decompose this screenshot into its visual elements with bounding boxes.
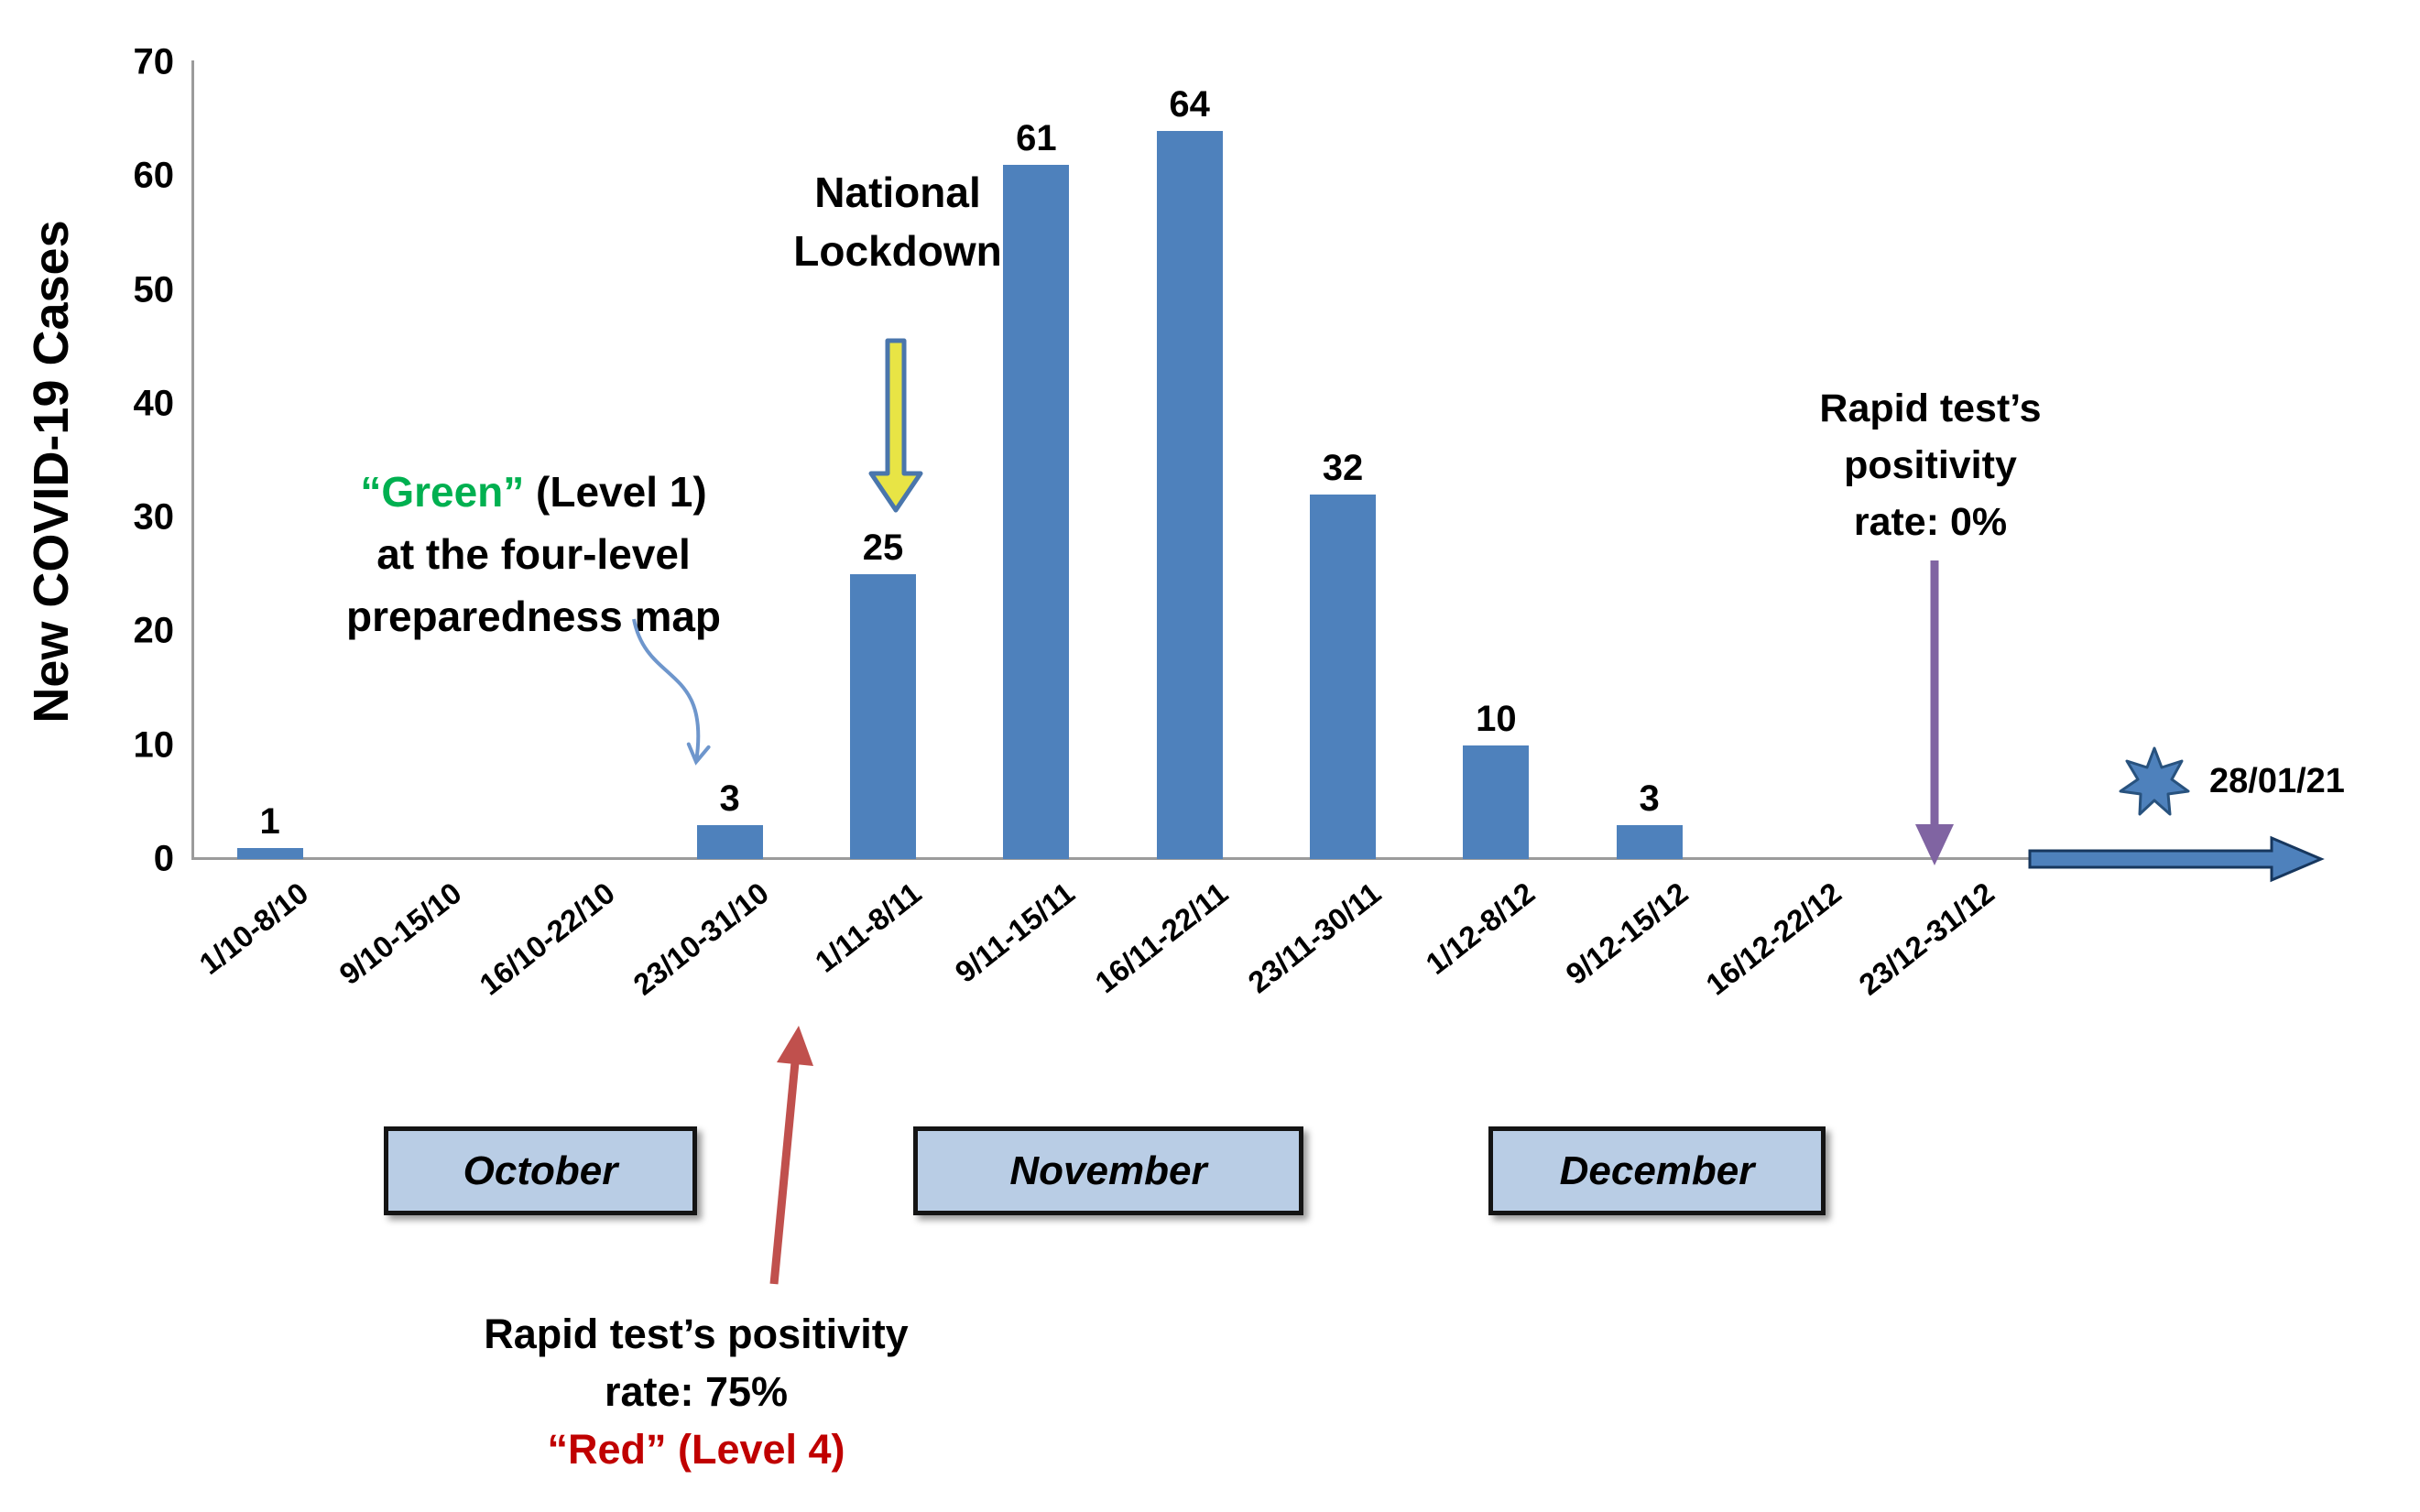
bar: [1463, 745, 1530, 859]
x-tick-label: 9/10-15/10: [332, 876, 468, 992]
bar: [1003, 164, 1070, 859]
rapid-zero-line1: Rapid test’s: [1819, 386, 2042, 430]
green-annotation-rest: (Level 1): [524, 468, 707, 516]
bar-value-label: 25: [862, 528, 904, 569]
month-box-october: October: [384, 1126, 697, 1215]
bar: [696, 824, 763, 859]
lockdown-line1: National: [814, 169, 981, 216]
month-box-november: November: [913, 1126, 1303, 1215]
red-arrow-head: [777, 1026, 813, 1066]
x-tick-label: 16/10-22/10: [473, 876, 622, 1002]
green-annotation-line1: “Green” (Level 1): [229, 461, 838, 523]
y-tick-label: 20: [133, 610, 175, 651]
month-box-december: December: [1488, 1126, 1826, 1215]
bar-value-label: 61: [1016, 117, 1057, 158]
green-highlight-text: “Green”: [360, 468, 525, 516]
star-icon: [2119, 746, 2190, 816]
x-tick-label: 16/12-22/12: [1699, 876, 1848, 1002]
bar-value-label: 3: [1639, 778, 1660, 819]
y-axis-title: New COVID-19 Cases: [24, 220, 79, 723]
lockdown-down-arrow: [868, 338, 923, 513]
rapid-test-75-annotation: Rapid test’s positivity rate: 75% “Red” …: [385, 1305, 1008, 1478]
bar: [1310, 495, 1376, 859]
green-annotation-line3: preparedness map: [345, 593, 722, 640]
red-level4-text: “Red” (Level 4): [547, 1426, 845, 1473]
bar-value-label: 64: [1169, 83, 1210, 125]
y-tick-label: 40: [133, 383, 175, 424]
lockdown-line2: Lockdown: [793, 227, 1002, 275]
red-arrow-shaft: [769, 1061, 800, 1285]
x-tick-label: 23/12-31/12: [1852, 876, 2001, 1002]
x-tick-label: 9/11-15/11: [948, 876, 1082, 990]
bar-value-label: 32: [1322, 448, 1364, 489]
x-tick-label: 16/11-22/11: [1088, 876, 1235, 1000]
bar: [1616, 824, 1683, 859]
national-lockdown-annotation: National Lockdown: [760, 163, 1035, 280]
green-annotation-line2: at the four-level: [376, 530, 691, 578]
y-tick-label: 0: [153, 838, 174, 879]
rapid-zero-line2: positivity: [1844, 443, 2017, 487]
rapid-75-line1: Rapid test’s positivity: [484, 1311, 909, 1357]
date-annotation: 28/01/21: [2209, 762, 2345, 800]
y-tick-label: 10: [133, 724, 175, 766]
bar: [850, 574, 916, 859]
rapid-75-line2: rate: 75%: [604, 1368, 789, 1415]
x-tick-label: 9/12-15/12: [1559, 876, 1695, 992]
y-tick-label: 30: [133, 496, 175, 538]
y-axis-line: [191, 60, 194, 859]
bar-value-label: 10: [1476, 698, 1517, 739]
bar-value-label: 1: [259, 800, 280, 842]
bar-value-label: 3: [719, 778, 740, 819]
y-tick-label: 60: [133, 155, 175, 196]
y-tick-label: 50: [133, 269, 175, 310]
x-tick-label: 23/10-31/10: [626, 876, 775, 1002]
bar: [236, 847, 303, 859]
timeline-right-arrow: [2028, 835, 2325, 883]
x-tick-label: 1/10-8/10: [192, 876, 315, 982]
x-tick-label: 1/12-8/12: [1419, 876, 1542, 982]
green-level1-annotation: “Green” (Level 1) at the four-level prep…: [229, 461, 838, 647]
rapid-zero-line3: rate: 0%: [1853, 500, 2008, 544]
bar: [1156, 130, 1223, 859]
x-tick-label: 1/11-8/11: [808, 876, 928, 979]
x-tick-label: 23/11-30/11: [1242, 876, 1388, 1000]
rapid-test-zero-annotation: Rapid test’s positivity rate: 0%: [1772, 380, 2088, 550]
x-axis-line: [191, 857, 2033, 860]
y-tick-label: 70: [133, 41, 175, 82]
